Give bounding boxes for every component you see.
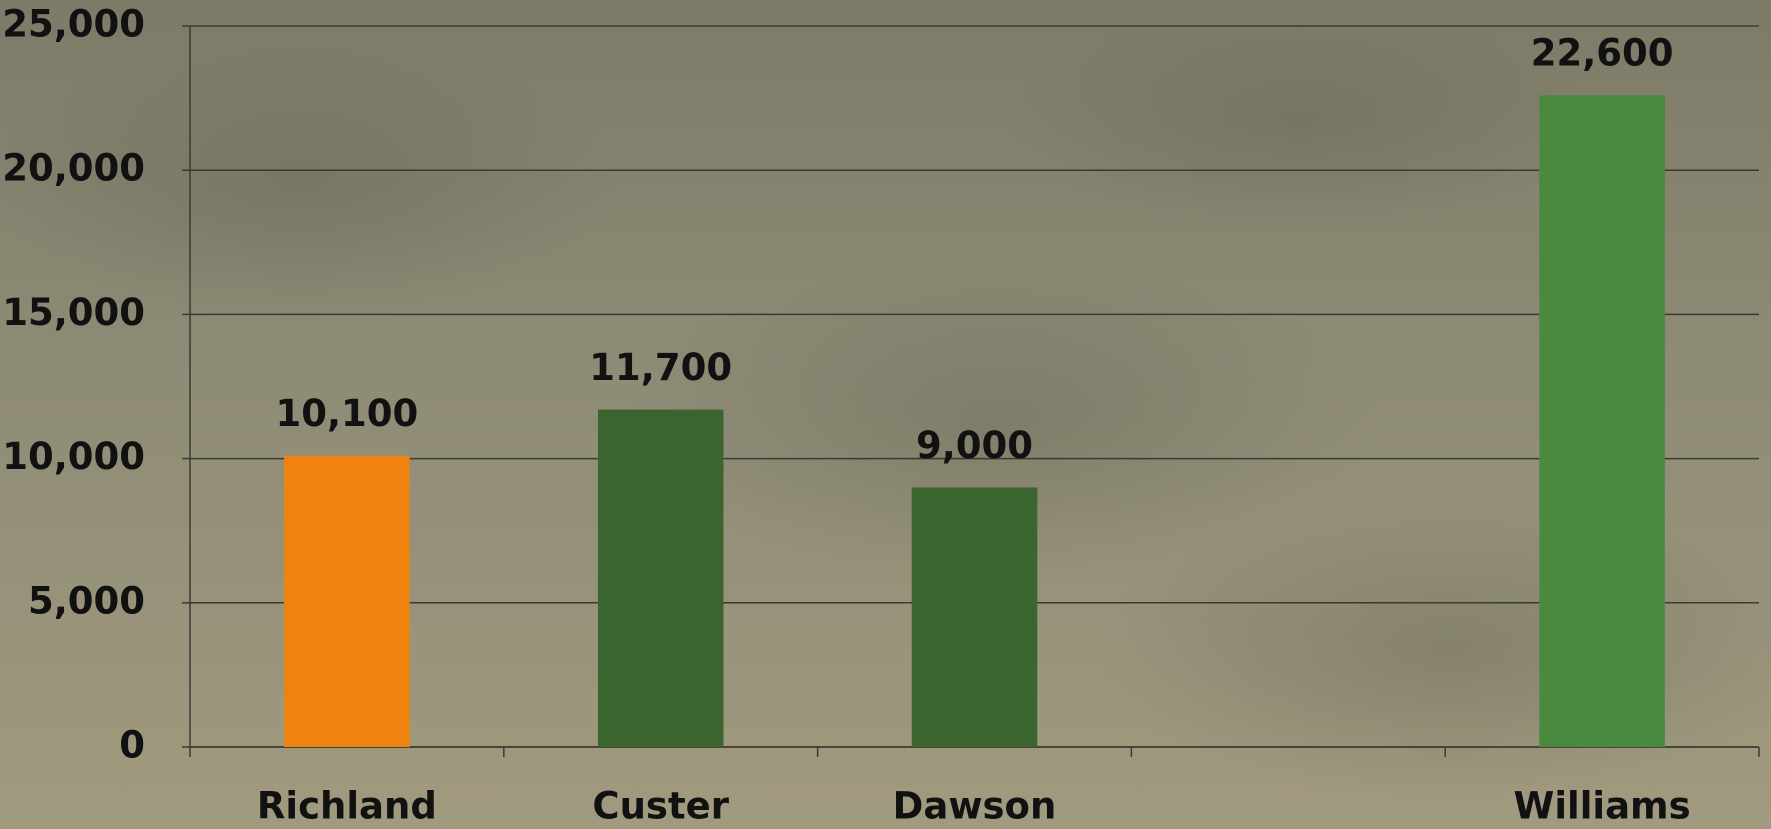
x-tick-label: Richland <box>257 785 437 828</box>
y-tick-label: 15,000 <box>2 291 145 334</box>
y-tick-label: 0 <box>119 724 145 767</box>
data-label: 10,100 <box>276 392 419 435</box>
bar <box>1539 95 1665 747</box>
y-tick-label: 20,000 <box>2 147 145 190</box>
data-label: 22,600 <box>1531 32 1674 75</box>
bar <box>597 409 724 747</box>
data-label: 11,700 <box>589 346 732 389</box>
data-label: 9,000 <box>916 424 1033 467</box>
x-tick-label: Dawson <box>893 785 1057 828</box>
background-texture <box>620 260 1380 580</box>
bar <box>284 455 410 747</box>
bar <box>911 487 1038 747</box>
background-texture <box>1000 10 1600 230</box>
y-tick-label: 10,000 <box>2 435 145 478</box>
background-texture <box>0 40 620 320</box>
x-tick-label: Williams <box>1514 785 1691 828</box>
x-tick-label: Custer <box>592 785 729 828</box>
y-tick-label: 25,000 <box>2 3 145 46</box>
y-tick-label: 5,000 <box>28 579 145 622</box>
